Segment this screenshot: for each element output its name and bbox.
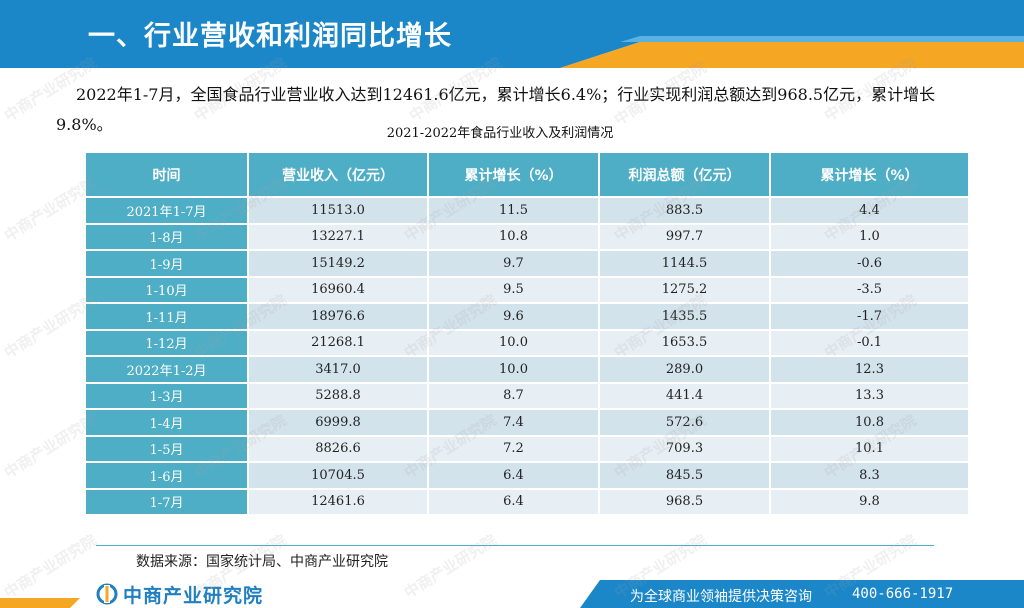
cell-time: 1-5月 bbox=[84, 434, 249, 463]
cell-revenue: 11513.0 bbox=[247, 196, 429, 225]
cell-profit: 845.5 bbox=[598, 461, 771, 490]
header-profit: 利润总额（亿元） bbox=[598, 151, 771, 198]
logo-mark-icon bbox=[96, 583, 118, 605]
cell-revenue-growth: 10.8 bbox=[427, 222, 600, 251]
cell-profit-growth: 10.8 bbox=[769, 408, 970, 437]
cell-time: 1-4月 bbox=[84, 408, 249, 437]
cell-time: 1-9月 bbox=[84, 249, 249, 278]
cell-revenue: 18976.6 bbox=[247, 302, 429, 331]
table-row: 1-3月 5288.8 8.7 441.4 13.3 bbox=[84, 381, 970, 410]
table-row: 1-7月 12461.6 6.4 968.5 9.8 bbox=[84, 487, 970, 516]
cell-revenue: 13227.1 bbox=[247, 222, 429, 251]
cell-revenue-growth: 9.6 bbox=[427, 302, 600, 331]
header-revenue-growth: 累计增长（%） bbox=[427, 151, 600, 198]
header-time: 时间 bbox=[84, 151, 249, 198]
cell-profit: 1144.5 bbox=[598, 249, 771, 278]
footer-background bbox=[0, 580, 1024, 608]
table-row: 1-6月 10704.5 6.4 845.5 8.3 bbox=[84, 461, 970, 490]
footer-bar: 中商产业研究院 为全球商业领袖提供决策咨询 400-666-1917 bbox=[0, 580, 1024, 608]
cell-revenue-growth: 9.7 bbox=[427, 249, 600, 278]
cell-revenue-growth: 6.4 bbox=[427, 461, 600, 490]
table-row: 1-9月 15149.2 9.7 1144.5 -0.6 bbox=[84, 249, 970, 278]
footer-slogan: 为全球商业领袖提供决策咨询 bbox=[630, 589, 812, 605]
cell-profit-growth: -1.7 bbox=[769, 302, 970, 331]
table-row: 1-11月 18976.6 9.6 1435.5 -1.7 bbox=[84, 302, 970, 331]
cell-profit-growth: 13.3 bbox=[769, 381, 970, 410]
cell-revenue: 21268.1 bbox=[247, 328, 429, 357]
cell-profit-growth: 9.8 bbox=[769, 487, 970, 516]
cell-time: 1-3月 bbox=[84, 381, 249, 410]
company-logo: 中商产业研究院 bbox=[96, 582, 264, 607]
table-row: 1-5月 8826.6 7.2 709.3 10.1 bbox=[84, 434, 970, 463]
cell-time: 1-7月 bbox=[84, 487, 249, 516]
cell-profit: 572.6 bbox=[598, 408, 771, 437]
table-row: 2022年1-2月 3417.0 10.0 289.0 12.3 bbox=[84, 355, 970, 384]
cell-time: 2021年1-7月 bbox=[84, 196, 249, 225]
table-body: 2021年1-7月 11513.0 11.5 883.5 4.4 1-8月 13227.1 1… bbox=[84, 196, 970, 516]
cell-profit-growth: 8.3 bbox=[769, 461, 970, 490]
revenue-profit-table: 时间 营业收入（亿元） 累计增长（%） 利润总额（亿元） 累计增长（%） 202… bbox=[84, 151, 970, 516]
source-divider bbox=[96, 545, 934, 546]
table-row: 1-10月 16960.4 9.5 1275.2 -3.5 bbox=[84, 275, 970, 304]
cell-revenue: 12461.6 bbox=[247, 487, 429, 516]
cell-revenue-growth: 11.5 bbox=[427, 196, 600, 225]
cell-profit: 709.3 bbox=[598, 434, 771, 463]
cell-time: 1-8月 bbox=[84, 222, 249, 251]
cell-profit: 1275.2 bbox=[598, 275, 771, 304]
header-profit-growth: 累计增长（%） bbox=[769, 151, 970, 198]
logo-text: 中商产业研究院 bbox=[123, 584, 264, 607]
cell-profit-growth: 10.1 bbox=[769, 434, 970, 463]
cell-profit: 289.0 bbox=[598, 355, 771, 384]
data-source-note: 数据来源：国家统计局、中商产业研究院 bbox=[136, 554, 388, 570]
cell-profit: 883.5 bbox=[598, 196, 771, 225]
cell-revenue: 5288.8 bbox=[247, 381, 429, 410]
table-row: 1-12月 21268.1 10.0 1653.5 -0.1 bbox=[84, 328, 970, 357]
table-row: 1-4月 6999.8 7.4 572.6 10.8 bbox=[84, 408, 970, 437]
cell-revenue-growth: 7.4 bbox=[427, 408, 600, 437]
cell-time: 1-6月 bbox=[84, 461, 249, 490]
table-row: 1-8月 13227.1 10.8 997.7 1.0 bbox=[84, 222, 970, 251]
cell-profit: 1435.5 bbox=[598, 302, 771, 331]
cell-profit: 997.7 bbox=[598, 222, 771, 251]
page-title: 一、行业营收和利润同比增长 bbox=[88, 21, 452, 52]
cell-revenue: 10704.5 bbox=[247, 461, 429, 490]
cell-profit: 1653.5 bbox=[598, 328, 771, 357]
cell-profit: 441.4 bbox=[598, 381, 771, 410]
cell-profit-growth: -0.6 bbox=[769, 249, 970, 278]
cell-time: 2022年1-2月 bbox=[84, 355, 249, 384]
cell-time: 1-10月 bbox=[84, 275, 249, 304]
header-revenue: 营业收入（亿元） bbox=[247, 151, 429, 198]
cell-time: 1-12月 bbox=[84, 328, 249, 357]
cell-profit-growth: -0.1 bbox=[769, 328, 970, 357]
table-header-row: 时间 营业收入（亿元） 累计增长（%） 利润总额（亿元） 累计增长（%） bbox=[84, 151, 970, 198]
cell-revenue-growth: 9.5 bbox=[427, 275, 600, 304]
cell-time: 1-11月 bbox=[84, 302, 249, 331]
cell-revenue: 16960.4 bbox=[247, 275, 429, 304]
cell-revenue-growth: 10.0 bbox=[427, 355, 600, 384]
cell-profit: 968.5 bbox=[598, 487, 771, 516]
cell-revenue-growth: 10.0 bbox=[427, 328, 600, 357]
cell-revenue: 8826.6 bbox=[247, 434, 429, 463]
cell-profit-growth: -3.5 bbox=[769, 275, 970, 304]
footer-phone: 400-666-1917 bbox=[852, 586, 954, 602]
cell-revenue-growth: 7.2 bbox=[427, 434, 600, 463]
header-banner: 一、行业营收和利润同比增长 bbox=[0, 0, 1024, 68]
cell-profit-growth: 4.4 bbox=[769, 196, 970, 225]
cell-revenue: 6999.8 bbox=[247, 408, 429, 437]
cell-revenue-growth: 6.4 bbox=[427, 487, 600, 516]
cell-revenue: 3417.0 bbox=[247, 355, 429, 384]
cell-profit-growth: 12.3 bbox=[769, 355, 970, 384]
table-caption: 2021-2022年食品行业收入及利润情况 bbox=[386, 126, 614, 141]
cell-revenue-growth: 8.7 bbox=[427, 381, 600, 410]
summary-paragraph: 2022年1-7月，全国食品行业营业收入达到12461.6亿元，累计增长6.4%… bbox=[56, 85, 936, 134]
cell-revenue: 15149.2 bbox=[247, 249, 429, 278]
table-row: 2021年1-7月 11513.0 11.5 883.5 4.4 bbox=[84, 196, 970, 225]
cell-profit-growth: 1.0 bbox=[769, 222, 970, 251]
header-background bbox=[0, 0, 1024, 68]
